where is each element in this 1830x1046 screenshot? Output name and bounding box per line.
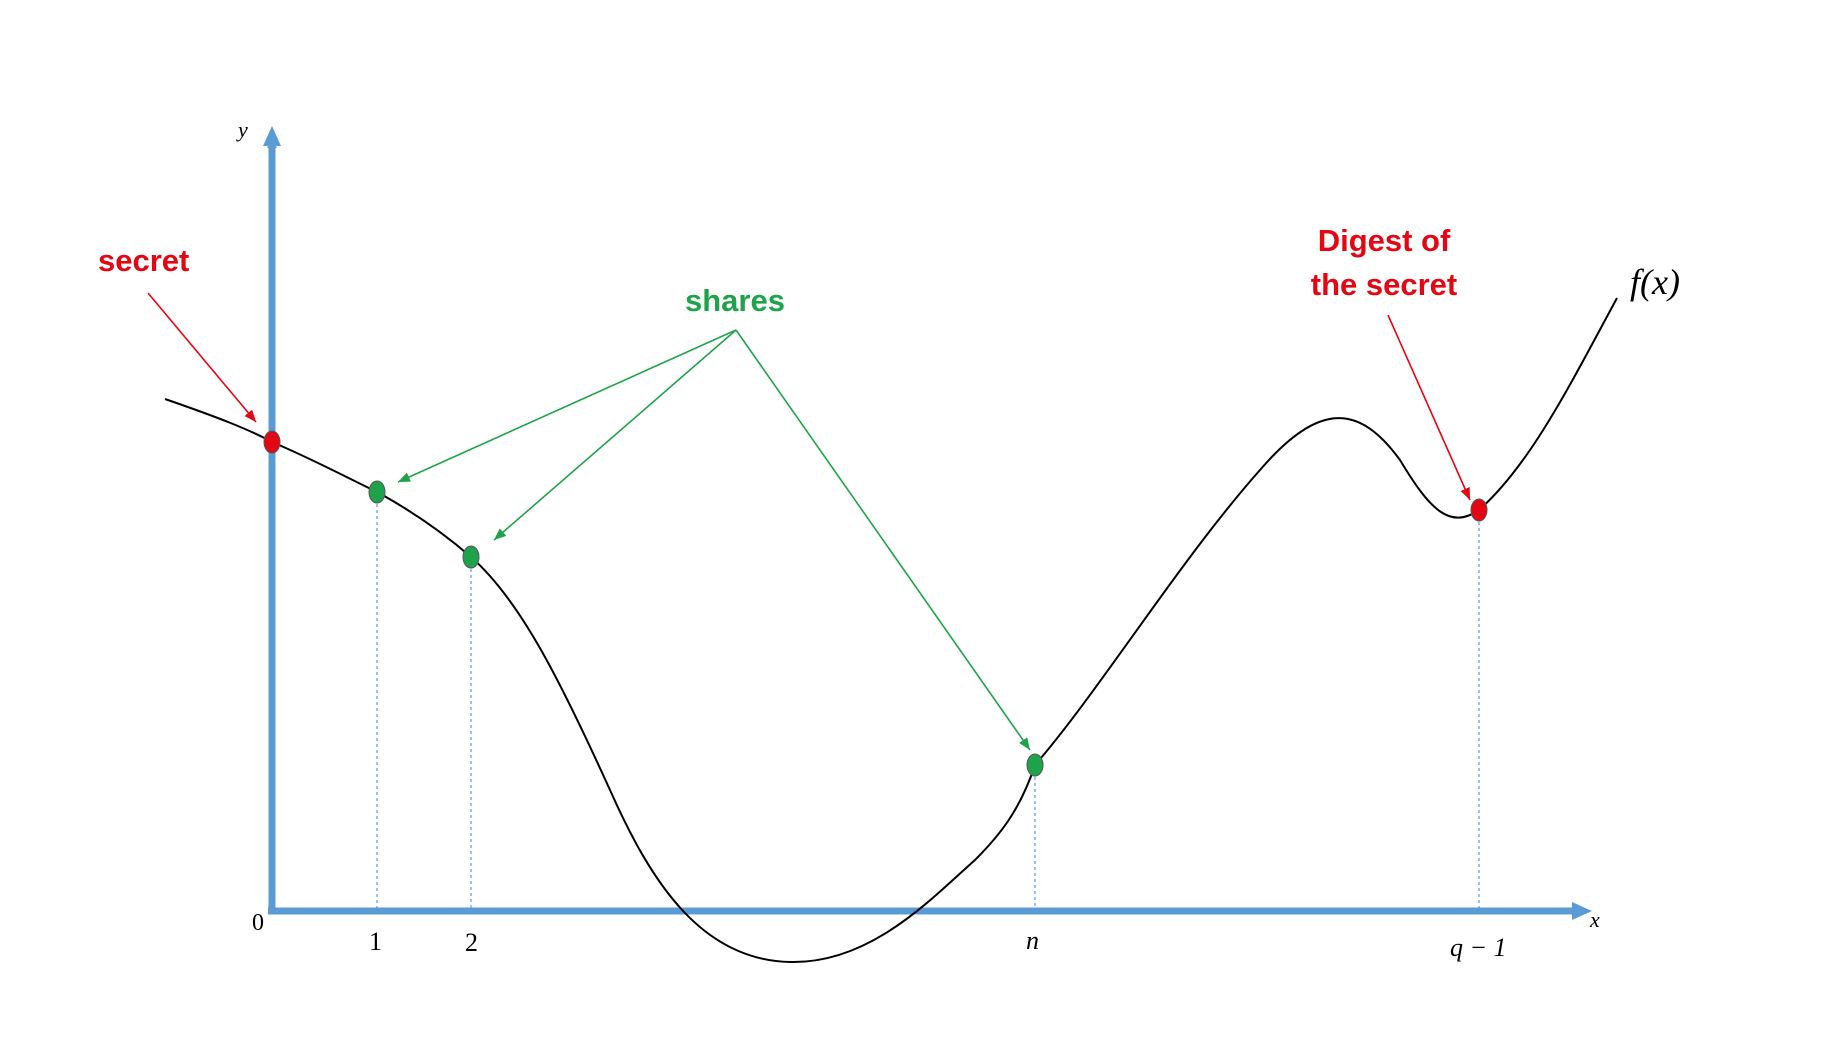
polynomial-curve — [164, 297, 1618, 964]
share-point-2 — [462, 545, 480, 569]
secret-arrow — [147, 292, 257, 423]
secret-label: secret — [98, 243, 189, 278]
y-axis-label: y — [236, 117, 248, 142]
shares-label: shares — [685, 283, 785, 318]
y-axis-arrowhead — [263, 126, 281, 146]
origin-label: 0 — [252, 910, 264, 936]
tick-label-n: n — [1026, 926, 1039, 955]
x-axis-arrowhead — [1572, 902, 1592, 920]
share-point-n — [1026, 753, 1044, 777]
secret-point — [263, 430, 281, 454]
drop-lines — [376, 492, 1480, 910]
tick-label-1: 1 — [369, 927, 382, 956]
shares-arrow-to-2 — [493, 329, 737, 541]
curve-label: f(x) — [1630, 262, 1680, 302]
digest-label-line1: Digest of — [1318, 223, 1451, 258]
shares-arrow-to-1 — [397, 329, 737, 483]
tick-label-2: 2 — [465, 928, 478, 957]
share-point-1 — [368, 480, 386, 504]
x-axis-label: x — [1589, 907, 1600, 932]
digest-arrow — [1387, 314, 1471, 501]
digest-label-line2: the secret — [1311, 267, 1457, 302]
shares-arrow-to-n — [735, 329, 1031, 751]
tick-label-q-1: q − 1 — [1450, 933, 1507, 962]
digest-point — [1470, 498, 1488, 522]
